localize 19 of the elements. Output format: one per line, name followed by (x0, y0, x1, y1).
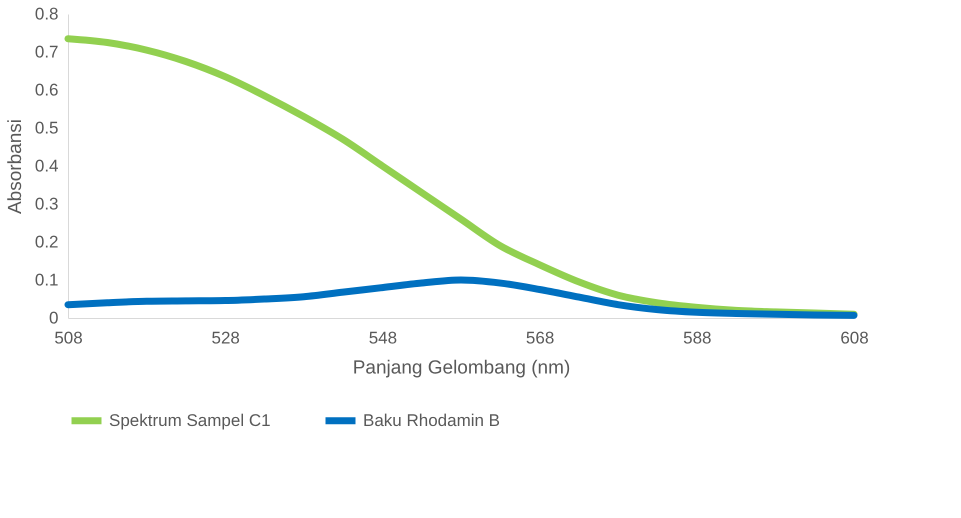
y-tick-label: 0.2 (34, 232, 58, 252)
y-axis-title: Absorbansi (4, 118, 26, 214)
y-tick-label: 0.4 (34, 156, 58, 176)
x-tick-label: 548 (368, 328, 398, 348)
y-tick-label: 0.6 (34, 80, 58, 100)
y-tick-label: 0.1 (34, 270, 58, 290)
legend-label: Spektrum Sampel C1 (109, 410, 271, 430)
y-tick-label: 0.8 (34, 4, 58, 24)
y-tick-label: 0.5 (34, 118, 58, 138)
x-axis-title: Panjang Gelombang (nm) (352, 358, 570, 378)
legend-label: Baku Rhodamin B (363, 410, 500, 430)
x-tick-label: 608 (840, 328, 869, 348)
x-tick-label: 588 (683, 328, 712, 348)
y-tick-label: 0.7 (34, 42, 58, 62)
x-tick-label: 508 (54, 328, 83, 348)
x-tick-label: 568 (526, 328, 554, 348)
y-tick-label: 0 (49, 308, 58, 328)
x-tick-label: 528 (212, 328, 240, 348)
y-tick-label: 0.3 (34, 194, 58, 214)
